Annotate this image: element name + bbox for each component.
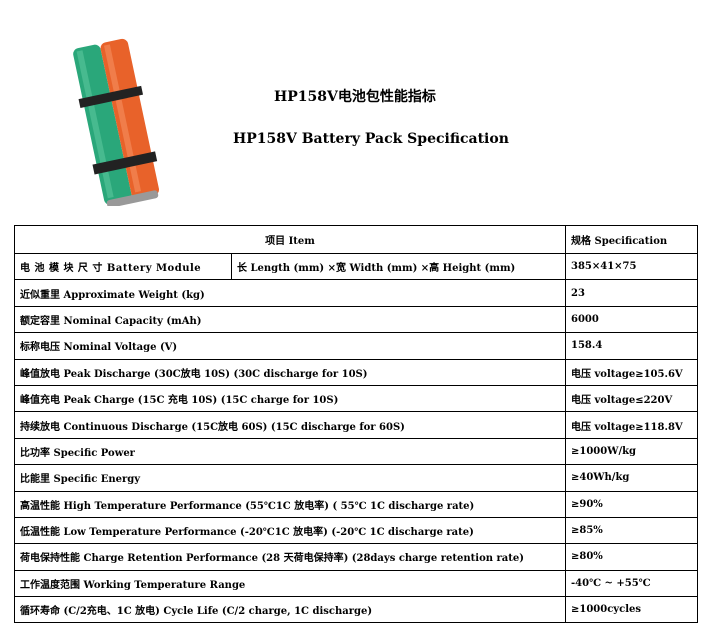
row-item: 峰值放电 Peak Discharge (30C放电 10S) (30C dis… [14, 358, 566, 386]
module-dims: 长 Length (mm) ×宽 Width (mm) ×高 Height (m… [231, 252, 566, 281]
row-item: 峰值充电 Peak Charge (15C 充电 10S) (15C charg… [14, 384, 566, 413]
row-item: 额定容里 Nominal Capacity (mAh) [14, 305, 566, 334]
row-item: 循环寿命 (C/2充电、1C 放电) Cycle Life (C/2 charg… [14, 596, 566, 624]
table-header: 项目 Item 规格 Specification [14, 225, 698, 254]
table-row: 比能里 Specific Energy ≥40Wh/kg [14, 464, 698, 492]
table-row: 持续放电 Continuous Discharge (15C放电 60S) (1… [14, 411, 698, 439]
row-value: ≥1000cycles [565, 596, 698, 624]
table-row: 峰值充电 Peak Charge (15C 充电 10S) (15C charg… [14, 384, 698, 413]
row-value: ≥90% [565, 490, 698, 518]
table-row: 高温性能 High Temperature Performance (55℃1C… [14, 490, 698, 518]
header-spec: 规格 Specification [565, 225, 698, 254]
row-value: 电压 voltage≥105.6V [565, 358, 698, 386]
table-row: 近似重里 Approximate Weight (kg) 23 [14, 279, 698, 307]
row-value: 电压 voltage≥118.8V [565, 411, 698, 439]
row-item: 标称电压 Nominal Voltage (V) [14, 332, 566, 360]
table-row: 额定容里 Nominal Capacity (mAh) 6000 [14, 305, 698, 334]
row-value: -40℃ ~ +55℃ [565, 569, 698, 598]
table-row: 荷电保持性能 Charge Retention Performance (28 … [14, 543, 698, 571]
battery-pack-image [73, 38, 159, 206]
module-value: 385×41×75 [565, 252, 698, 281]
module-label: 电 池 模 块 尺 寸 Battery Module [14, 252, 232, 281]
table-row: 工作温度范围 Working Temperature Range -40℃ ~ +… [14, 569, 698, 598]
row-value: ≥1000W/kg [565, 437, 698, 466]
header-item: 项目 Item [14, 225, 566, 254]
title-english: HP158V Battery Pack Specification [233, 131, 509, 147]
row-value: ≥80% [565, 543, 698, 571]
row-value: 23 [565, 279, 698, 307]
table-row: 峰值放电 Peak Discharge (30C放电 10S) (30C dis… [14, 358, 698, 386]
row-value: 158.4 [565, 332, 698, 360]
row-item: 比能里 Specific Energy [14, 464, 566, 492]
row-value: 电压 voltage≤220V [565, 384, 698, 413]
row-item: 近似重里 Approximate Weight (kg) [14, 279, 566, 307]
spec-table: 项目 Item 规格 Specification 电 池 模 块 尺 寸 Bat… [14, 225, 698, 624]
row-value: ≥85% [565, 516, 698, 545]
table-row: 低温性能 Low Temperature Performance (-20℃1C… [14, 516, 698, 545]
title-chinese: HP158V电池包性能指标 [274, 89, 436, 105]
row-item: 工作温度范围 Working Temperature Range [14, 569, 566, 598]
table-row: 循环寿命 (C/2充电、1C 放电) Cycle Life (C/2 charg… [14, 596, 698, 624]
row-item: 高温性能 High Temperature Performance (55℃1C… [14, 490, 566, 518]
row-value: ≥40Wh/kg [565, 464, 698, 492]
row-item: 低温性能 Low Temperature Performance (-20℃1C… [14, 516, 566, 545]
table-row: 比功率 Specific Power ≥1000W/kg [14, 437, 698, 466]
table-row: 标称电压 Nominal Voltage (V) 158.4 [14, 332, 698, 360]
row-item: 持续放电 Continuous Discharge (15C放电 60S) (1… [14, 411, 566, 439]
row-item: 比功率 Specific Power [14, 437, 566, 466]
table-row: 电 池 模 块 尺 寸 Battery Module 长 Length (mm)… [14, 252, 698, 281]
row-value: 6000 [565, 305, 698, 334]
row-item: 荷电保持性能 Charge Retention Performance (28 … [14, 543, 566, 571]
